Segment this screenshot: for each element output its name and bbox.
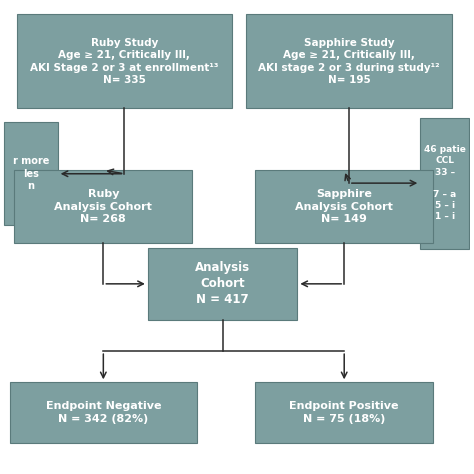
FancyBboxPatch shape xyxy=(148,247,298,320)
FancyBboxPatch shape xyxy=(4,122,58,225)
Text: r more
les
n: r more les n xyxy=(13,156,49,191)
Text: 46 patie
CCL
33 –

7 – a
5 – i
1 – i: 46 patie CCL 33 – 7 – a 5 – i 1 – i xyxy=(424,146,465,221)
Text: Endpoint Positive
N = 75 (18%): Endpoint Positive N = 75 (18%) xyxy=(290,401,399,424)
Text: Analysis
Cohort
N = 417: Analysis Cohort N = 417 xyxy=(195,261,250,306)
FancyBboxPatch shape xyxy=(17,15,232,108)
FancyBboxPatch shape xyxy=(255,170,433,243)
FancyBboxPatch shape xyxy=(420,118,469,249)
Text: Endpoint Negative
N = 342 (82%): Endpoint Negative N = 342 (82%) xyxy=(46,401,161,424)
FancyBboxPatch shape xyxy=(255,382,433,443)
Text: Ruby
Analysis Cohort
N= 268: Ruby Analysis Cohort N= 268 xyxy=(55,189,152,224)
Text: Sapphire Study
Age ≥ 21, Critically Ill,
AKI stage 2 or 3 during study¹²
N= 195: Sapphire Study Age ≥ 21, Critically Ill,… xyxy=(258,38,440,85)
FancyBboxPatch shape xyxy=(15,170,192,243)
Text: Ruby Study
Age ≥ 21, Critically Ill,
AKI Stage 2 or 3 at enrollment¹³
N= 335: Ruby Study Age ≥ 21, Critically Ill, AKI… xyxy=(30,38,219,85)
Text: Sapphire
Analysis Cohort
N= 149: Sapphire Analysis Cohort N= 149 xyxy=(295,189,393,224)
FancyBboxPatch shape xyxy=(246,15,452,108)
FancyBboxPatch shape xyxy=(10,382,197,443)
